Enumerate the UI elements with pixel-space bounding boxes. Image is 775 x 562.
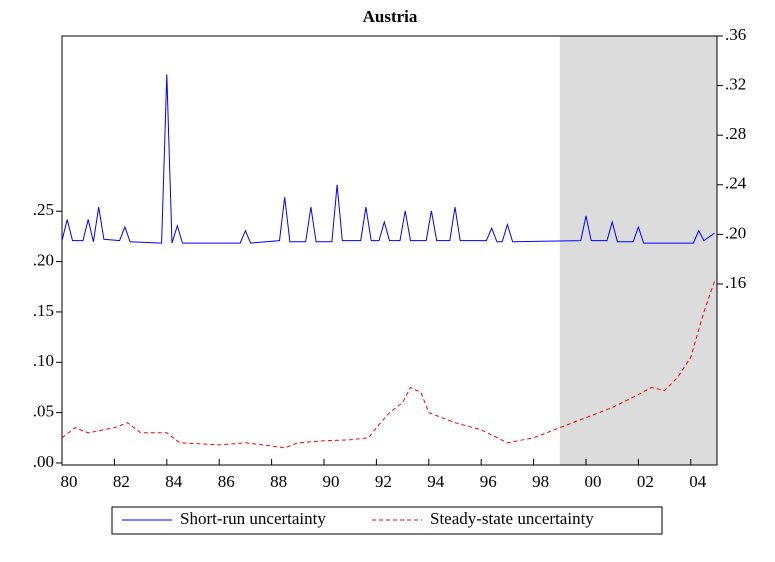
y-tick-label: .15 [33, 301, 54, 320]
y2-tick-label: .36 [725, 25, 746, 44]
y2-tick-label: .24 [725, 174, 747, 193]
x-tick-label: 92 [375, 472, 392, 491]
y-tick-label: .05 [33, 402, 54, 421]
y2-tick-label: .32 [725, 75, 746, 94]
x-tick-label: 84 [165, 472, 183, 491]
x-tick-label: 98 [532, 472, 549, 491]
x-tick-label: 88 [270, 472, 287, 491]
series-line [61, 74, 715, 244]
legend: Short-run uncertainty Steady-state uncert… [111, 506, 663, 535]
x-tick-label: 02 [637, 472, 654, 491]
shaded-region [559, 36, 717, 465]
y-tick-label: .25 [33, 200, 54, 219]
plot-frame [61, 35, 718, 466]
chart-title: Austria [363, 7, 418, 26]
legend-label: Short-run uncertainty [180, 509, 326, 528]
y-tick-label: .20 [33, 250, 54, 269]
x-tick-label: 90 [323, 472, 340, 491]
y-tick-label: .10 [33, 351, 54, 370]
y2-tick-label: .16 [725, 273, 746, 292]
y-tick-label: .00 [33, 452, 54, 471]
y2-tick-label: .28 [725, 124, 746, 143]
series-line [61, 281, 715, 449]
x-tick-label: 00 [585, 472, 602, 491]
y2-tick-label: .20 [725, 223, 746, 242]
x-tick-label: 96 [480, 472, 497, 491]
x-tick-label: 86 [218, 472, 235, 491]
x-tick-label: 04 [689, 472, 707, 491]
x-tick-label: 80 [61, 472, 78, 491]
legend-label: Steady-state uncertainty [430, 509, 594, 528]
x-tick-label: 82 [113, 472, 130, 491]
x-tick-label: 94 [427, 472, 445, 491]
